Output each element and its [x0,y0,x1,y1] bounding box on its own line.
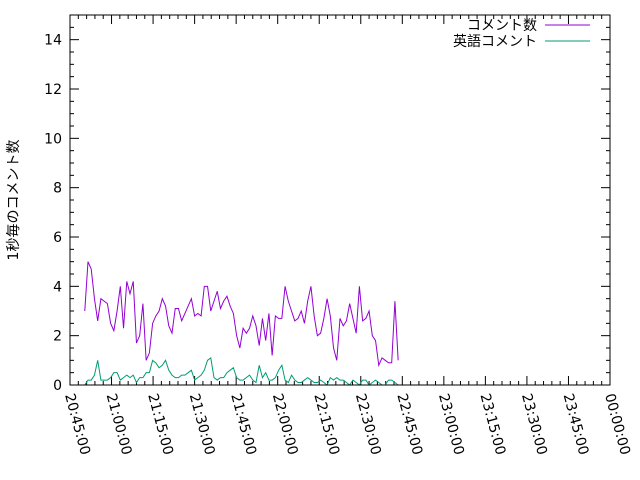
x-tick-label: 23:30:00 [518,392,550,457]
y-axis-ticks: 0 2 4 6 8 10 12 14 [44,14,610,394]
y-tick-label: 0 [53,378,62,394]
x-tick-label: 23:45:00 [560,392,592,457]
x-tick-label: 21:45:00 [227,392,259,457]
y-tick-label: 12 [44,82,62,98]
y-tick-label: 10 [44,131,62,147]
x-tick-label: 23:15:00 [477,392,509,457]
y-tick-label: 6 [53,230,62,246]
x-tick-label: 21:15:00 [144,392,176,457]
y-tick-label: 2 [53,329,62,345]
x-tick-label: 20:45:00 [61,392,93,457]
x-tick-label: 22:15:00 [310,392,342,457]
x-tick-label: 22:00:00 [269,392,301,457]
x-tick-label: 22:30:00 [352,392,384,457]
series-line-1 [84,356,399,386]
y-tick-label: 14 [44,33,62,49]
x-tick-label: 00:00:00 [601,392,633,457]
x-tick-label: 21:30:00 [186,392,218,457]
x-tick-label: 23:00:00 [435,392,467,457]
series-layer [84,261,399,386]
x-axis-ticks: 20:45:00 21:00:00 21:15:00 21:30:00 21:45:00… [61,15,633,457]
y-tick-label: 4 [53,279,62,295]
series-line-0 [84,261,399,368]
legend-label-1: 英語コメント [453,33,537,50]
plot-frame [69,14,611,386]
x-tick-label: 21:00:00 [103,392,135,457]
x-tick-label: 22:45:00 [393,392,425,457]
y-tick-label: 8 [53,181,62,197]
legend-label-0: コメント数 [467,18,537,34]
y-axis-title: 1秒毎のコメント数 [6,140,22,261]
